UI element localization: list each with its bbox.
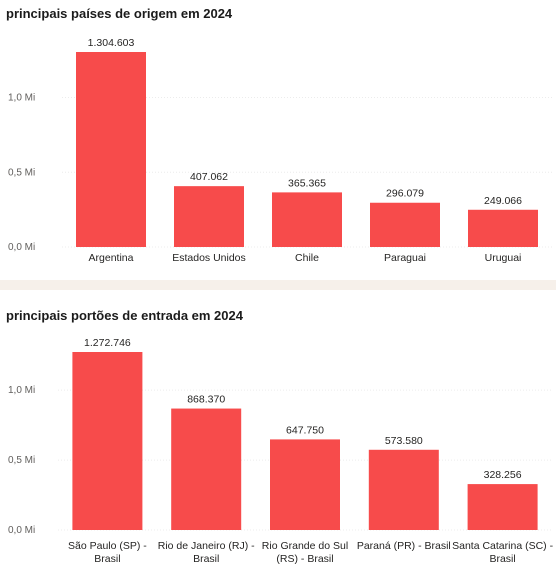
x-tick-label-line: São Paulo (SP) -	[68, 540, 147, 552]
data-label: 1.304.603	[88, 37, 135, 49]
x-tick-label-line: Uruguai	[485, 252, 522, 264]
x-tick-label-line: Paraguai	[384, 252, 426, 264]
data-label: 296.079	[386, 188, 424, 200]
bar	[272, 192, 342, 247]
x-tick-label-line: Paraná (PR) - Brasil	[357, 540, 451, 552]
x-tick-label: São Paulo (SP) -Brasil	[68, 540, 147, 565]
x-tick-label-line: Chile	[295, 252, 319, 264]
y-tick-label: 0,0 Mi	[8, 242, 35, 253]
y-tick-label: 0,0 Mi	[8, 525, 35, 536]
bar	[370, 202, 440, 247]
bar	[171, 408, 242, 530]
bar	[468, 209, 538, 247]
data-label: 249.066	[484, 195, 522, 207]
x-tick-label-line: Estados Unidos	[172, 252, 246, 264]
panel-divider	[0, 280, 556, 290]
data-label: 407.062	[190, 171, 228, 183]
data-label: 868.370	[187, 394, 225, 406]
y-tick-label: 0,5 Mi	[8, 455, 35, 466]
entry-gates-bar-chart: 0,0 Mi 0,5 Mi 1,0 Mi 1.272.746 São Paulo (SP…	[8, 337, 554, 565]
y-tick-label: 1,0 Mi	[8, 93, 35, 104]
x-tick-label-line: (RS) - Brasil	[276, 553, 333, 565]
bar	[270, 439, 340, 530]
bar	[174, 186, 244, 247]
data-label: 365.365	[288, 177, 326, 189]
bar	[72, 352, 143, 530]
x-tick-label: Paraguai	[384, 252, 426, 264]
bar	[76, 52, 146, 247]
data-label: 1.272.746	[84, 337, 131, 349]
x-tick-label: Santa Catarina (SC) -Brasil	[452, 540, 553, 565]
data-label: 573.580	[385, 435, 423, 447]
bar	[368, 449, 439, 530]
x-tick-label: Argentina	[89, 252, 134, 264]
data-label: 328.256	[484, 469, 522, 481]
y-tick-label: 1,0 Mi	[8, 385, 35, 396]
x-tick-label-line: Argentina	[89, 252, 134, 264]
x-tick-label-line: Brasil	[193, 553, 219, 565]
x-tick-label-line: Rio Grande do Sul	[262, 540, 348, 552]
chart-title: principais países de origem em 2024	[6, 6, 233, 21]
x-tick-label: Uruguai	[485, 252, 522, 264]
x-tick-label: Rio Grande do Sul (RS) - Brasil	[262, 540, 348, 565]
data-label: 647.750	[286, 424, 324, 436]
x-tick-label-line: Rio de Janeiro (RJ) -	[158, 540, 255, 552]
y-tick-label: 0,5 Mi	[8, 167, 35, 178]
x-tick-label-line: Brasil	[94, 553, 120, 565]
chart-panel-origin-countries: principais países de origem em 2024 0,0 …	[0, 0, 556, 280]
origin-countries-bar-chart: 0,0 Mi 0,5 Mi 1,0 Mi 1.304.603 Argentina 407.…	[8, 37, 552, 264]
x-tick-label-line: Brasil	[489, 553, 515, 565]
x-tick-label-line: Santa Catarina (SC) -	[452, 540, 553, 552]
x-tick-label: Estados Unidos	[172, 252, 246, 264]
chart-panel-entry-gates: principais portões de entrada em 2024 0,…	[0, 290, 556, 578]
x-tick-label: Chile	[295, 252, 319, 264]
x-tick-label: Rio de Janeiro (RJ) -Brasil	[158, 540, 255, 565]
chart-title: principais portões de entrada em 2024	[6, 308, 243, 323]
bar	[467, 484, 538, 530]
x-tick-label: Paraná (PR) - Brasil	[357, 540, 451, 552]
